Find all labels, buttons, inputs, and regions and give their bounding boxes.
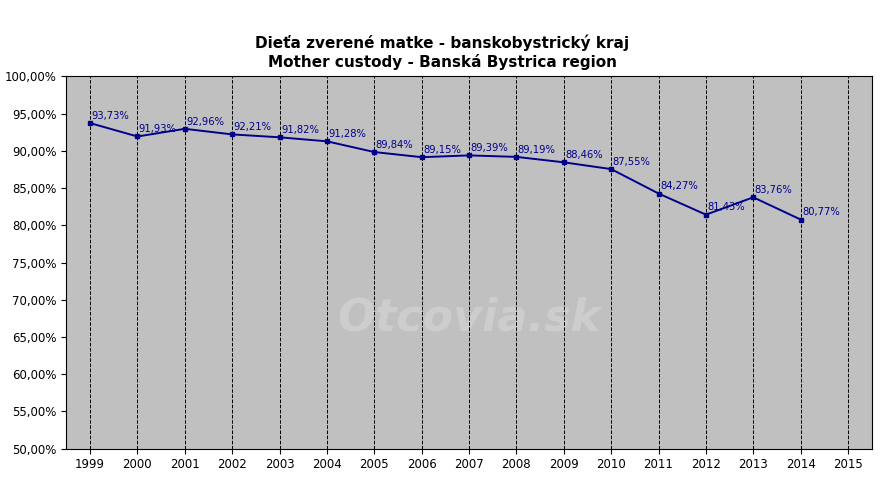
Text: 89,39%: 89,39% [471,143,508,153]
Text: 89,84%: 89,84% [376,140,413,150]
Text: 80,77%: 80,77% [802,208,840,217]
Text: 87,55%: 87,55% [612,157,650,167]
Text: 93,73%: 93,73% [91,111,129,121]
Text: 91,28%: 91,28% [328,129,366,139]
Text: 92,21%: 92,21% [234,122,272,132]
Text: 89,19%: 89,19% [518,145,556,155]
Text: 91,82%: 91,82% [281,125,319,135]
Text: 88,46%: 88,46% [566,150,603,160]
Text: 83,76%: 83,76% [755,185,792,195]
Text: 84,27%: 84,27% [660,181,697,191]
Text: 91,93%: 91,93% [139,124,177,134]
Text: 81,43%: 81,43% [707,203,745,212]
Text: 89,15%: 89,15% [423,145,461,155]
Text: 92,96%: 92,96% [186,117,224,127]
Text: Dieťa zverené matke - banskobystrický kraj
Mother custody - Banská Bystrica regi: Dieťa zverené matke - banskobystrický kr… [256,35,629,70]
Text: Otcovia.sk: Otcovia.sk [337,297,601,340]
